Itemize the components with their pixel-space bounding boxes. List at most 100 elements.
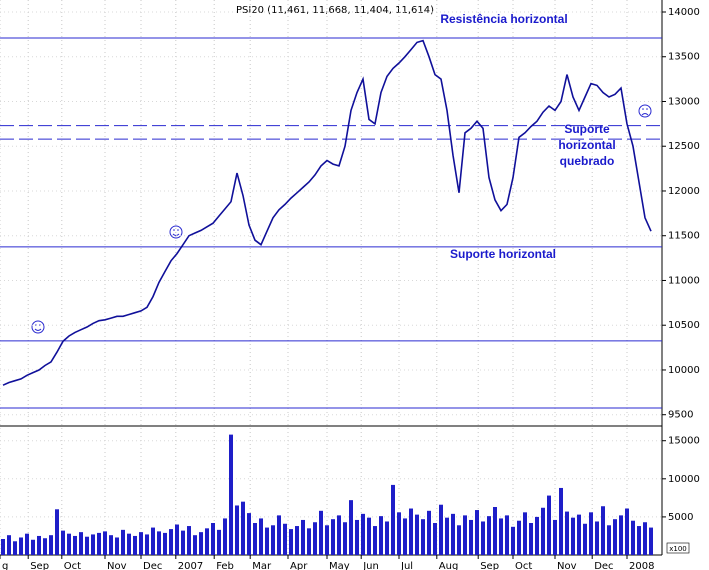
volume-bar (601, 506, 605, 555)
x-tick-label: Oct (515, 561, 532, 570)
x-tick-label: Nov (107, 561, 127, 570)
volume-bar (43, 538, 47, 555)
y-tick-label: 13500 (668, 52, 700, 63)
x-tick-label: Nov (557, 561, 577, 570)
volume-bar (595, 521, 599, 555)
volume-bar (211, 523, 215, 555)
x-tick-label: Sep (30, 561, 49, 570)
volume-bar (331, 519, 335, 555)
annotation: horizontal (558, 138, 615, 152)
volume-bar (493, 507, 497, 555)
volume-bar (559, 487, 563, 555)
price-line (2, 39, 652, 386)
volume-bar (55, 509, 59, 555)
x-tick-label: Oct (64, 561, 81, 570)
volume-bar (133, 535, 137, 555)
volume-bar (115, 537, 119, 555)
volume-bar (613, 519, 617, 555)
volume-bar (289, 529, 293, 555)
x-tick-label: Jun (362, 561, 379, 570)
y-tick-label: 11500 (668, 231, 700, 242)
x-tick-label: 2007 (178, 561, 203, 570)
volume-bar (175, 524, 179, 555)
volume-bar (475, 510, 479, 555)
volume-bar (499, 518, 503, 555)
volume-bar (505, 515, 509, 555)
volume-bar (151, 527, 155, 555)
volume-bar (121, 529, 125, 555)
volume-bar (73, 535, 77, 555)
volume-bar (547, 495, 551, 555)
volume-bar (535, 516, 539, 555)
volume-bar (85, 536, 89, 555)
volume-bar (229, 434, 233, 555)
volume-bar (553, 519, 557, 555)
volume-bar (223, 518, 227, 555)
volume-bar (391, 484, 395, 555)
volume-bar (31, 539, 35, 555)
volume-bar (349, 500, 353, 555)
volume-bar (253, 523, 257, 555)
x-tick-label: g (2, 561, 8, 570)
volume-bar (373, 526, 377, 555)
x-tick-label: Dec (143, 561, 162, 570)
x-tick-label: Aug (439, 561, 459, 570)
y-tick-label: 5000 (668, 512, 693, 523)
volume-bar (421, 519, 425, 555)
chart-title: PSI20 (11,461, 11,668, 11,404, 11,614) (236, 5, 434, 16)
volume-bar (37, 535, 41, 555)
volume-bar (67, 533, 71, 555)
volume-bar (451, 513, 455, 555)
volume-bar (619, 515, 623, 555)
volume-bar (157, 531, 161, 555)
y-tick-label: 11000 (668, 275, 700, 286)
volume-bar (361, 513, 365, 555)
volume-bar (577, 514, 581, 555)
volume-bar (433, 523, 437, 555)
annotation: Suporte horizontal (450, 247, 556, 261)
frowny (638, 104, 652, 118)
volume-bar (409, 508, 413, 555)
volume-bar (187, 526, 191, 555)
volume-bar (247, 513, 251, 555)
volume-bar (529, 523, 533, 555)
volume-bar (235, 505, 239, 555)
volume-bar (427, 510, 431, 555)
volume-bar (145, 534, 149, 555)
volume-bar (397, 512, 401, 555)
volume-bar (469, 519, 473, 555)
volume-bar (523, 512, 527, 555)
volume-bar (319, 510, 323, 555)
y-tick-label: 10000 (668, 365, 700, 376)
volume-bar (379, 516, 383, 555)
y-tick-label: 15000 (668, 436, 700, 447)
volume-bar (481, 521, 485, 555)
volume-bar (205, 528, 209, 555)
volume-bar (277, 515, 281, 555)
volume-bar (385, 521, 389, 555)
annotation: quebrado (560, 154, 615, 168)
x-tick-label: Apr (290, 561, 308, 570)
volume-bar (403, 518, 407, 555)
y-tick-label: 9500 (668, 410, 693, 421)
volume-bar (631, 520, 635, 555)
volume-bar (1, 539, 5, 555)
y-tick-label: 13000 (668, 96, 700, 107)
unit-box (666, 542, 690, 554)
volume-bar (343, 522, 347, 555)
volume-bar (565, 511, 569, 555)
volume-bar (283, 523, 287, 555)
volume-bar (217, 529, 221, 555)
volume-bar (649, 527, 653, 555)
volume-bar (307, 528, 311, 555)
volume-bar (355, 519, 359, 555)
volume-bar (367, 517, 371, 555)
volume-bar (163, 532, 167, 555)
y-tick-label: 12500 (668, 141, 700, 152)
annotation: Resistência horizontal (440, 12, 567, 26)
volume-bar (607, 525, 611, 555)
annotation: Suporte (564, 122, 610, 136)
x-tick-label: Feb (216, 561, 234, 570)
